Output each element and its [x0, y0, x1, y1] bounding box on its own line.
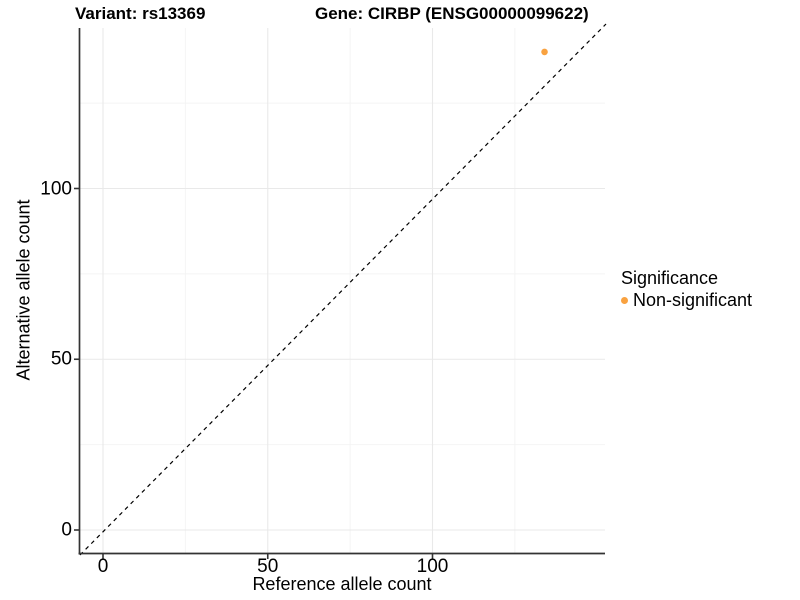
y-tick-label: 100	[40, 178, 72, 199]
y-tick-label: 50	[50, 348, 72, 370]
variant-title: Variant: rs13369	[75, 4, 206, 23]
x-tick-label: 100	[416, 556, 449, 577]
y-axis-title-text: Alternative allele count	[13, 199, 34, 381]
legend-item-label: Non-significant	[633, 290, 753, 310]
gene-title: Gene: CIRBP (ENSG00000099622)	[315, 4, 589, 23]
x-axis-title: Reference allele count	[252, 574, 432, 594]
y-tick-label: 0	[61, 519, 72, 541]
x-tick-label: 50	[257, 556, 279, 577]
x-tick-label: 0	[97, 556, 109, 577]
legend: Significance Non-significant	[621, 267, 752, 310]
legend-item-non-significant: Non-significant	[621, 290, 752, 310]
identity-line	[79, 23, 607, 556]
data-point	[541, 48, 548, 56]
legend-title: Significance	[621, 268, 719, 288]
legend-point-icon	[621, 296, 628, 304]
